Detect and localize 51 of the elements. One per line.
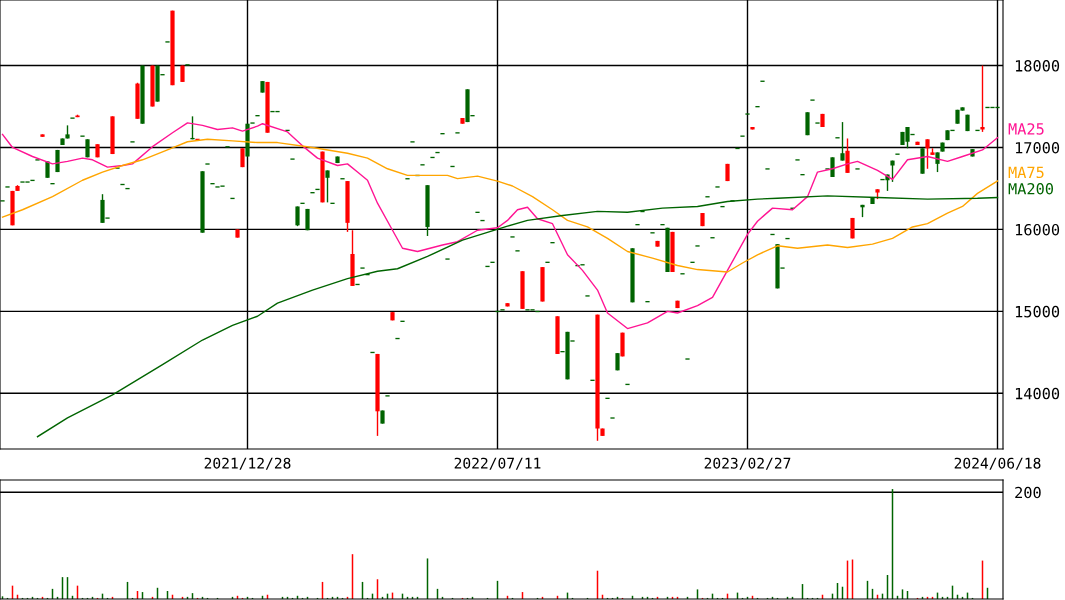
y-tick-label: 14000 <box>1015 387 1060 400</box>
candlestick <box>55 149 60 173</box>
line-series <box>1 122 999 330</box>
candlestick <box>595 313 600 442</box>
candlestick <box>350 229 355 287</box>
candlestick <box>850 217 855 240</box>
candlestick <box>320 150 325 204</box>
candlestick <box>540 266 545 303</box>
candlestick <box>85 138 90 159</box>
candlestick <box>150 64 155 108</box>
y-tick-label: 16000 <box>1015 223 1060 236</box>
candlestick <box>665 227 670 273</box>
candlestick <box>630 247 635 304</box>
candlestick <box>670 231 675 273</box>
candlestick <box>920 147 925 175</box>
candlestick <box>555 315 560 355</box>
candlestick <box>40 133 45 138</box>
candlestick <box>520 270 525 310</box>
x-tick-label: 2023/02/27 <box>704 457 791 470</box>
series-label: MA200 <box>1008 182 1054 195</box>
candlestick <box>935 151 940 173</box>
x-tick-label: 2022/07/11 <box>454 457 541 470</box>
candlestick <box>840 121 845 162</box>
candlestick <box>925 138 930 170</box>
candlestick <box>890 159 895 183</box>
series-label: MA75 <box>1008 166 1044 179</box>
x-tick-label: 2021/12/28 <box>204 457 291 470</box>
candlestick <box>620 331 625 358</box>
candlestick <box>240 147 245 168</box>
candlestick <box>295 205 300 227</box>
y-tick-label: 18000 <box>1015 60 1060 72</box>
line-series <box>36 195 999 438</box>
candlestick <box>135 82 140 120</box>
candlestick <box>200 170 205 234</box>
candlestick <box>425 184 430 237</box>
candlestick <box>375 353 380 437</box>
candlestick <box>805 111 810 136</box>
candlestick <box>265 81 270 134</box>
candlestick <box>10 190 15 227</box>
candlestick <box>345 180 350 233</box>
candlestick <box>170 9 175 86</box>
candlestick <box>325 169 330 204</box>
y-tick-label: 17000 <box>1015 141 1060 154</box>
candlestick <box>140 64 145 125</box>
series-label: MA25 <box>1008 123 1044 135</box>
y-tick-label: 15000 <box>1015 305 1060 318</box>
candlestick <box>305 208 310 231</box>
x-tick-label: 2024/06/18 <box>954 457 1041 470</box>
line-series <box>1 138 999 273</box>
y-tick-label: 200 <box>1015 486 1041 499</box>
candlestick <box>110 115 115 155</box>
